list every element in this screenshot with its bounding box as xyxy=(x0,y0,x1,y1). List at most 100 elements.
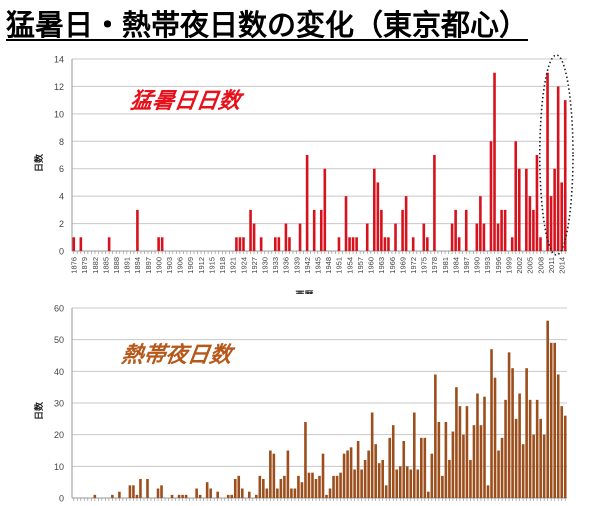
bar xyxy=(136,209,139,251)
bar xyxy=(482,223,486,251)
bar xyxy=(118,491,121,498)
y-tick-label: 12 xyxy=(54,82,64,92)
bar xyxy=(383,237,387,251)
bar xyxy=(288,237,291,251)
bar xyxy=(300,482,304,498)
bar xyxy=(489,141,493,251)
bar xyxy=(532,434,535,498)
x-tick-label: 1879 xyxy=(80,257,89,274)
bar xyxy=(111,494,114,498)
y-axis-title: 日数 xyxy=(33,401,44,420)
bar xyxy=(465,406,469,498)
bar xyxy=(479,425,483,498)
bar xyxy=(395,469,399,498)
y-tick-label: 30 xyxy=(54,399,64,409)
bar xyxy=(434,374,437,498)
bar xyxy=(542,434,546,498)
bar xyxy=(258,475,262,498)
x-tick-label: 1972 xyxy=(409,257,418,274)
bar xyxy=(518,393,521,498)
x-tick-label: 1897 xyxy=(144,257,153,274)
bar xyxy=(454,209,457,251)
bar xyxy=(441,475,444,498)
bar xyxy=(553,342,557,498)
page-title: 猛暑日・熱帯夜日数の変化（東京都心） xyxy=(6,8,529,42)
bar xyxy=(549,342,553,498)
bar xyxy=(160,237,164,251)
bar xyxy=(373,168,376,251)
x-tick-label: 1906 xyxy=(176,257,185,274)
bar xyxy=(325,494,328,498)
x-tick-label: 1963 xyxy=(377,257,386,274)
bar xyxy=(380,209,383,251)
bar xyxy=(342,453,346,498)
bar xyxy=(504,399,507,498)
x-tick-label: 1927 xyxy=(250,257,259,274)
bar xyxy=(283,475,286,498)
bar xyxy=(490,349,493,498)
x-tick-label: 1876 xyxy=(70,257,79,274)
x-tick-label: 1939 xyxy=(292,257,301,274)
bar xyxy=(177,494,181,498)
bar xyxy=(423,437,427,498)
bar xyxy=(79,237,83,251)
x-tick-label: 1903 xyxy=(165,257,174,274)
bar xyxy=(528,399,532,498)
bar xyxy=(475,223,479,251)
bar xyxy=(312,209,316,251)
x-tick-label: 1987 xyxy=(462,257,471,274)
bar xyxy=(398,466,402,498)
bar xyxy=(455,387,458,498)
x-tick-label: 1993 xyxy=(483,257,492,274)
bar xyxy=(464,209,468,251)
bar xyxy=(277,237,281,251)
bar xyxy=(486,485,490,498)
bar xyxy=(170,494,174,498)
bar xyxy=(497,450,500,498)
y-tick-label: 0 xyxy=(59,247,64,257)
y-tick-label: 10 xyxy=(54,462,64,472)
x-tick-label: 1954 xyxy=(345,257,354,274)
x-tick-label: 2005 xyxy=(526,257,535,274)
x-tick-label: 1960 xyxy=(367,257,376,274)
bar xyxy=(493,72,496,251)
bar xyxy=(279,479,283,498)
bar xyxy=(365,223,369,251)
bar xyxy=(351,237,355,251)
x-tick-label: 1915 xyxy=(207,257,216,274)
bar xyxy=(532,209,535,251)
bar xyxy=(450,223,454,251)
highlight-ellipse xyxy=(538,54,574,256)
bar xyxy=(437,422,441,498)
bar xyxy=(297,475,300,498)
bar xyxy=(293,488,297,498)
bar xyxy=(323,168,327,251)
bar xyxy=(284,223,288,251)
x-tick-label: 1918 xyxy=(218,257,227,274)
bar xyxy=(355,237,358,251)
bar xyxy=(525,168,528,251)
bar xyxy=(249,209,252,251)
x-tick-label: 1984 xyxy=(451,257,460,274)
bar xyxy=(242,237,245,251)
bar xyxy=(514,141,518,251)
x-tick-label: 1978 xyxy=(430,257,439,274)
bar xyxy=(411,237,415,251)
bar xyxy=(195,488,198,498)
y-tick-label: 60 xyxy=(54,304,64,314)
bar xyxy=(433,155,436,251)
bar xyxy=(381,460,384,498)
bar xyxy=(503,209,507,251)
bar xyxy=(483,396,486,498)
bar xyxy=(384,485,388,498)
bar xyxy=(507,352,511,498)
x-tick-label: 1990 xyxy=(473,257,482,274)
y-tick-label: 50 xyxy=(54,335,64,345)
x-tick-label: 1966 xyxy=(388,257,397,274)
bar xyxy=(510,237,514,251)
bar xyxy=(349,447,353,498)
x-tick-label: 1900 xyxy=(154,257,163,274)
bar xyxy=(139,479,142,498)
bar xyxy=(511,368,514,498)
bar xyxy=(265,488,269,498)
